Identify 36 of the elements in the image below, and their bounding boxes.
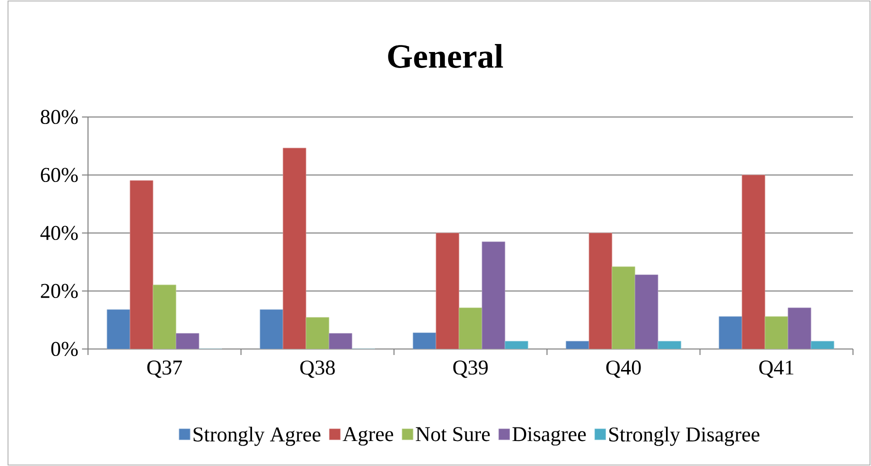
bar: [718, 316, 742, 349]
bar: [612, 266, 636, 349]
bar: [588, 232, 612, 349]
legend-label: Not Sure: [416, 427, 490, 442]
bar: [566, 340, 590, 349]
x-tick-label: Q40: [606, 360, 641, 378]
y-tick-label: 80%: [40, 110, 78, 124]
bar: [260, 309, 284, 349]
y-tick-label: 0%: [51, 342, 78, 356]
x-tick-label: Q41: [759, 360, 794, 378]
bar: [152, 284, 176, 349]
bar: [436, 232, 460, 349]
legend-label: Agree: [342, 427, 394, 446]
x-tick-label: Q37: [147, 360, 182, 378]
legend-label: Strongly Disagree: [609, 426, 760, 446]
legend-label: Disagree: [512, 427, 586, 446]
bar: [130, 180, 154, 349]
bar: [458, 308, 482, 349]
bar: [176, 333, 200, 349]
x-tick-label: Q39: [453, 360, 488, 378]
bar: [106, 309, 130, 349]
bar: [328, 333, 352, 349]
bar: [788, 308, 812, 349]
bar: [412, 332, 436, 349]
bar: [482, 241, 506, 349]
bar: [764, 316, 788, 349]
bar: [742, 174, 766, 349]
legend-label: Strongly Agree: [194, 426, 320, 446]
y-tick-label: 40%: [40, 226, 78, 240]
chart-title: General: [388, 44, 503, 68]
x-tick-label: Q38: [300, 360, 335, 378]
bar: [634, 274, 658, 349]
bar: [306, 317, 330, 349]
y-tick-label: 60%: [40, 168, 78, 182]
y-tick-label: 20%: [40, 284, 78, 298]
bar: [282, 148, 306, 349]
